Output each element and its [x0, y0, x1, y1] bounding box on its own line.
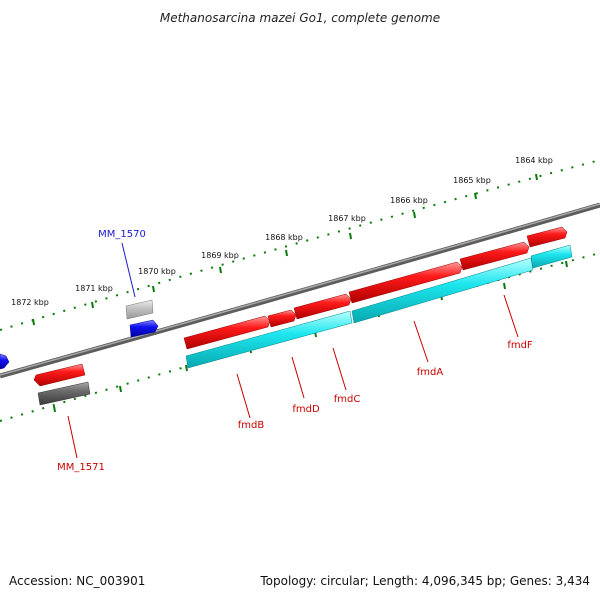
map-title: Methanosarcina mazei Go1, complete genom… [160, 11, 440, 25]
gene-label-MM_1571[interactable]: MM_1571 [57, 462, 105, 473]
cds-features [185, 244, 573, 369]
kbp-label: 1870 kbp [138, 267, 176, 276]
kbp-label: 1871 kbp [75, 284, 113, 293]
gene-arrow-left-edge-blue[interactable] [0, 353, 10, 370]
gene-labels: MM_1570 MM_1571 fmdB fmdD fmdC fmdA fmdF [57, 229, 533, 473]
kbp-label: 1865 kbp [453, 176, 491, 185]
kbp-label: 1868 kbp [265, 233, 303, 242]
genome-backbone [0, 202, 600, 379]
other-genes [0, 299, 159, 406]
gene-label-fmdF[interactable]: fmdF [507, 340, 533, 351]
gene-arrow-fmdF[interactable] [459, 241, 530, 271]
gene-label-MM_1570[interactable]: MM_1570 [98, 229, 146, 240]
gene-arrow-fmdA[interactable] [348, 261, 463, 304]
gene-label-fmdB[interactable]: fmdB [238, 420, 265, 431]
footer-summary: Topology: circular; Length: 4,096,345 bp… [259, 574, 590, 588]
gene-arrow-MM_1570-blue[interactable] [129, 319, 159, 338]
kbp-label: 1869 kbp [201, 251, 239, 260]
kbp-labels: 1872 kbp 1871 kbp 1870 kbp 1869 kbp 1868… [11, 156, 553, 307]
kbp-label: 1864 kbp [515, 156, 553, 165]
gene-arrow-fmdC[interactable] [293, 293, 352, 320]
cds-segment-fmdF[interactable] [530, 244, 573, 269]
cds-segment-fmdB[interactable] [185, 310, 353, 369]
kbp-label: 1872 kbp [11, 298, 49, 307]
forward-genes [33, 226, 568, 387]
outer-tick-ring [0, 159, 600, 331]
gene-label-fmdD[interactable]: fmdD [292, 404, 320, 415]
gene-arrow-fmdB[interactable] [183, 315, 271, 350]
kbp-label: 1867 kbp [328, 214, 366, 223]
label-leaders [67, 242, 519, 459]
gene-arrow-fmd-next[interactable] [526, 226, 568, 248]
gene-arrow-fmdD[interactable] [267, 309, 297, 328]
gene-arrow-MM_1571-red[interactable] [33, 363, 86, 387]
gene-label-fmdC[interactable]: fmdC [334, 394, 361, 405]
gene-arrow-MM_1570-gray[interactable] [125, 299, 154, 320]
gene-arrow-MM_1571-gray[interactable] [37, 381, 91, 406]
outer-major-ticks [32, 173, 538, 326]
cds-segment-fmdA[interactable] [351, 257, 534, 324]
footer-accession: Accession: NC_003901 [9, 574, 145, 588]
kbp-label: 1866 kbp [390, 196, 428, 205]
gene-label-fmdA[interactable]: fmdA [417, 367, 444, 378]
